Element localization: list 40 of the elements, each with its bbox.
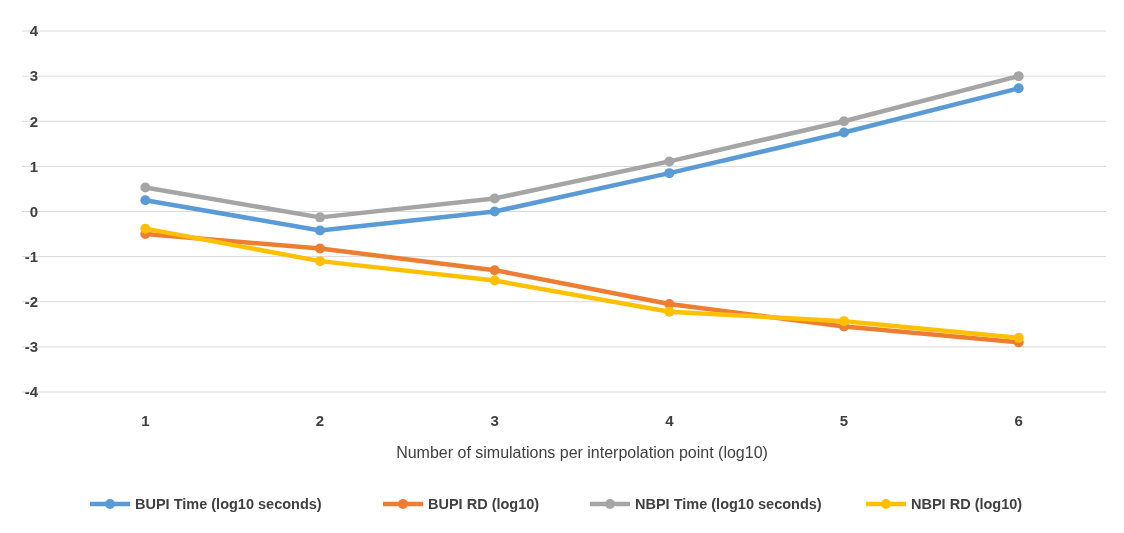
- point: [664, 306, 675, 317]
- y-tick-label: 4: [29, 22, 39, 40]
- point: [315, 225, 325, 236]
- point: [839, 316, 849, 327]
- y-tick-label: -1: [24, 247, 38, 265]
- point: [140, 223, 151, 234]
- y-tick-label: 2: [29, 112, 38, 130]
- x-tick-label: 2: [315, 412, 325, 429]
- legend-label: BUPI Time (log10 seconds): [135, 496, 322, 513]
- point: [489, 206, 500, 217]
- x-tick-label: 3: [490, 412, 499, 429]
- y-tick-label: 3: [29, 67, 38, 85]
- legend-label: NBPI RD (log10): [911, 496, 1023, 513]
- point: [839, 127, 849, 138]
- y-tick-label: 0: [29, 202, 38, 220]
- point: [140, 182, 151, 193]
- point: [315, 256, 325, 267]
- x-tick-label: 4: [665, 412, 675, 429]
- point: [1013, 83, 1024, 94]
- point: [489, 275, 500, 286]
- point: [140, 195, 151, 206]
- point: [1013, 71, 1024, 82]
- point: [839, 116, 849, 127]
- legend-label: NBPI Time (log10 seconds): [635, 496, 822, 513]
- x-tick-label: 6: [1014, 412, 1023, 429]
- y-tick-label: -3: [24, 338, 38, 356]
- point: [315, 243, 325, 254]
- point: [489, 193, 500, 204]
- y-tick-label: -2: [24, 293, 38, 310]
- point: [1013, 332, 1024, 343]
- point: [489, 265, 500, 276]
- point: [315, 212, 325, 223]
- point: [664, 168, 675, 179]
- legend-label: BUPI RD (log10): [428, 496, 540, 513]
- y-tick-label: 1: [29, 157, 38, 175]
- point: [664, 156, 675, 167]
- x-tick-label: 5: [839, 412, 849, 429]
- x-tick-label: 1: [141, 412, 150, 429]
- y-tick-label: -4: [24, 383, 39, 401]
- x-axis-title: Number of simulations per interpolation point (log10): [396, 444, 768, 461]
